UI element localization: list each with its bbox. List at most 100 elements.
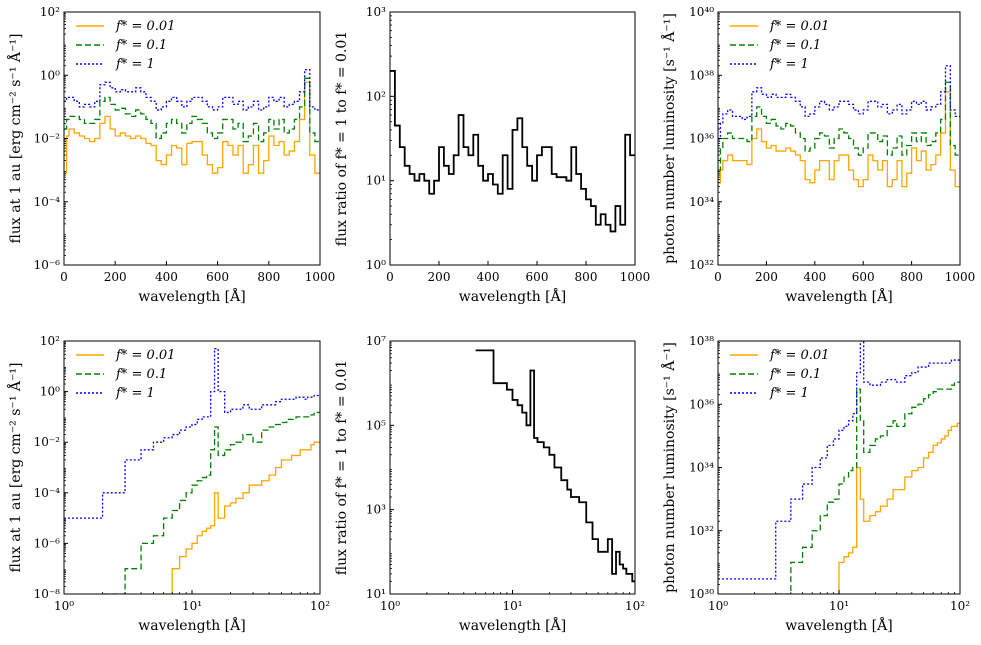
- y-axis-label: flux at 1 au [erg cm⁻² s⁻¹ Å⁻¹]: [6, 363, 24, 573]
- series-line-ratio: [390, 70, 635, 233]
- y-tick-label: 10³⁰: [689, 587, 714, 601]
- legend-label: f* = 0.01: [769, 348, 829, 363]
- legend-label: f* = 0.1: [115, 367, 167, 382]
- y-tick-label: 10⁰: [40, 68, 60, 82]
- legend-label: f* = 0.1: [769, 38, 821, 53]
- x-axis-label: wavelength [Å]: [785, 616, 892, 634]
- y-tick-label: 10³: [366, 503, 386, 517]
- y-tick-label: 10⁰: [366, 258, 386, 272]
- chart-panel-b: 0 200 400 600 800 1000 10⁰ 10¹ 10² 10³ wavelength …: [334, 5, 650, 305]
- x-tick-label: 10¹: [829, 599, 849, 613]
- x-tick-label: 600: [526, 270, 549, 284]
- chart-panel-f: 10⁰ 10¹ 10² 10³⁰ 10³² 10³⁴ 10³⁶ 10³⁸ wavelength …: [660, 334, 970, 634]
- y-tick-label: 10³⁸: [689, 68, 714, 82]
- x-axis-label: wavelength [Å]: [459, 287, 566, 305]
- x-tick-label: 200: [104, 270, 127, 284]
- plot-area: [475, 349, 635, 583]
- y-axis-label: flux ratio of f* = 1 to f* = 0.01: [334, 31, 350, 246]
- legend-label: f* = 1: [115, 386, 155, 401]
- y-tick-label: 10⁵: [366, 418, 386, 432]
- legend-label: f* = 1: [769, 57, 809, 72]
- y-tick-label: 10¹: [366, 587, 386, 601]
- x-tick-label: 0: [714, 270, 722, 284]
- x-axis-label: wavelength [Å]: [459, 616, 566, 634]
- y-tick-label: 10³²: [689, 524, 714, 538]
- series-line-f001: [64, 81, 320, 174]
- series-line-f01: [64, 77, 320, 143]
- legend: f* = 0.01 f* = 0.1 f* = 1: [76, 348, 175, 401]
- y-tick-label: 10³⁸: [689, 334, 714, 348]
- plot-area: [718, 341, 960, 594]
- x-tick-label: 0: [386, 270, 394, 284]
- series-line-f01: [102, 411, 320, 594]
- x-tick-label: 10¹: [502, 599, 522, 613]
- y-tick-label: 10¹: [366, 174, 386, 188]
- series-line-f1: [64, 69, 320, 111]
- axes-frame: [389, 11, 636, 266]
- x-tick-label: 600: [852, 270, 875, 284]
- y-tick-label: 10²: [366, 89, 386, 103]
- y-tick-label: 10²: [40, 334, 60, 348]
- x-tick-label: 600: [206, 270, 229, 284]
- series-line-f1: [64, 347, 320, 519]
- x-axis-label: wavelength [Å]: [785, 287, 892, 305]
- y-tick-label: 10³⁶: [689, 132, 714, 146]
- axes-frame: [63, 11, 321, 266]
- x-tick-label: 10¹: [182, 599, 202, 613]
- x-tick-label: 200: [755, 270, 778, 284]
- x-tick-label: 10⁰: [380, 599, 400, 613]
- y-tick-label: 10⁷: [366, 334, 386, 348]
- y-tick-label: 10⁴⁰: [689, 5, 714, 19]
- legend-label: f* = 1: [115, 57, 155, 72]
- x-tick-label: 200: [428, 270, 451, 284]
- series-line-ratio: [475, 349, 635, 583]
- series-line-f1: [718, 341, 960, 580]
- plot-area: [64, 347, 320, 594]
- y-axis-label: flux ratio of f* = 1 to f* = 0.01: [334, 360, 350, 575]
- series-line-f01: [718, 81, 960, 171]
- x-tick-label: 10²: [310, 599, 330, 613]
- x-tick-label: 400: [803, 270, 826, 284]
- y-tick-label: 10⁻²: [34, 132, 61, 146]
- y-tick-label: 10⁻⁶: [34, 258, 61, 272]
- x-tick-label: 800: [257, 270, 280, 284]
- x-tick-label: 10⁰: [708, 599, 728, 613]
- x-tick-label: 10⁰: [54, 599, 74, 613]
- x-tick-label: 0: [60, 270, 68, 284]
- series-line-f001: [718, 91, 960, 188]
- y-axis-label: photon number luminosity [s⁻¹ Å⁻¹]: [660, 342, 678, 593]
- plot-area: [390, 70, 635, 233]
- y-tick-label: 10³²: [689, 258, 714, 272]
- y-tick-label: 10³⁴: [689, 195, 714, 209]
- x-tick-label: 1000: [305, 270, 336, 284]
- series-line-f001: [833, 422, 960, 594]
- plot-area: [64, 69, 320, 174]
- y-tick-label: 10⁻⁶: [34, 536, 61, 550]
- x-axis-label: wavelength [Å]: [138, 616, 245, 634]
- y-axis-label: photon number luminosity [s⁻¹ Å⁻¹]: [660, 13, 678, 264]
- y-tick-label: 10³: [366, 5, 386, 19]
- x-tick-label: 400: [477, 270, 500, 284]
- series-line-f01: [775, 381, 960, 594]
- x-tick-label: 800: [575, 270, 598, 284]
- x-tick-label: 800: [900, 270, 923, 284]
- legend: f* = 0.01 f* = 0.1 f* = 1: [730, 348, 829, 401]
- series-line-f1: [718, 65, 960, 140]
- legend-label: f* = 0.1: [115, 38, 167, 53]
- y-tick-label: 10⁻⁴: [34, 486, 61, 500]
- y-axis-label: flux at 1 au [erg cm⁻² s⁻¹ Å⁻¹]: [6, 34, 24, 244]
- chart-panel-a: 0 200 400 600 800 1000 10⁻⁶ 10⁻⁴ 10⁻² 10⁰ 10² wavel…: [6, 5, 335, 305]
- legend: f* = 0.01 f* = 0.1 f* = 1: [730, 19, 829, 72]
- plot-area: [718, 65, 960, 188]
- x-tick-label: 400: [155, 270, 178, 284]
- y-tick-label: 10²: [40, 5, 60, 19]
- y-tick-label: 10⁰: [40, 385, 60, 399]
- y-tick-label: 10⁻⁸: [34, 587, 61, 601]
- y-tick-label: 10³⁶: [689, 397, 714, 411]
- x-axis-label: wavelength [Å]: [138, 287, 245, 305]
- y-tick-label: 10⁻⁴: [34, 195, 61, 209]
- x-tick-label: 10²: [950, 599, 970, 613]
- x-tick-label: 1000: [620, 270, 651, 284]
